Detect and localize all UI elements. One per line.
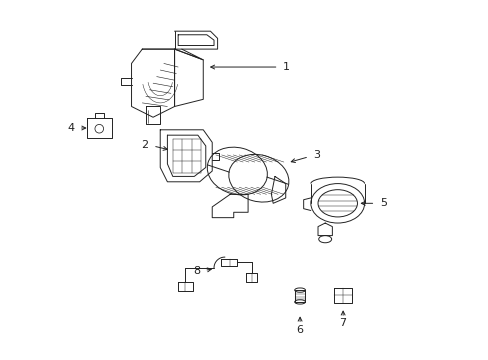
Text: 7: 7 xyxy=(339,319,346,328)
Text: 3: 3 xyxy=(313,150,320,160)
Text: 4: 4 xyxy=(67,123,74,133)
Text: 2: 2 xyxy=(142,140,148,150)
Text: 6: 6 xyxy=(296,325,303,334)
Text: 8: 8 xyxy=(192,266,200,276)
Text: 5: 5 xyxy=(379,198,386,208)
Text: 1: 1 xyxy=(283,62,289,72)
